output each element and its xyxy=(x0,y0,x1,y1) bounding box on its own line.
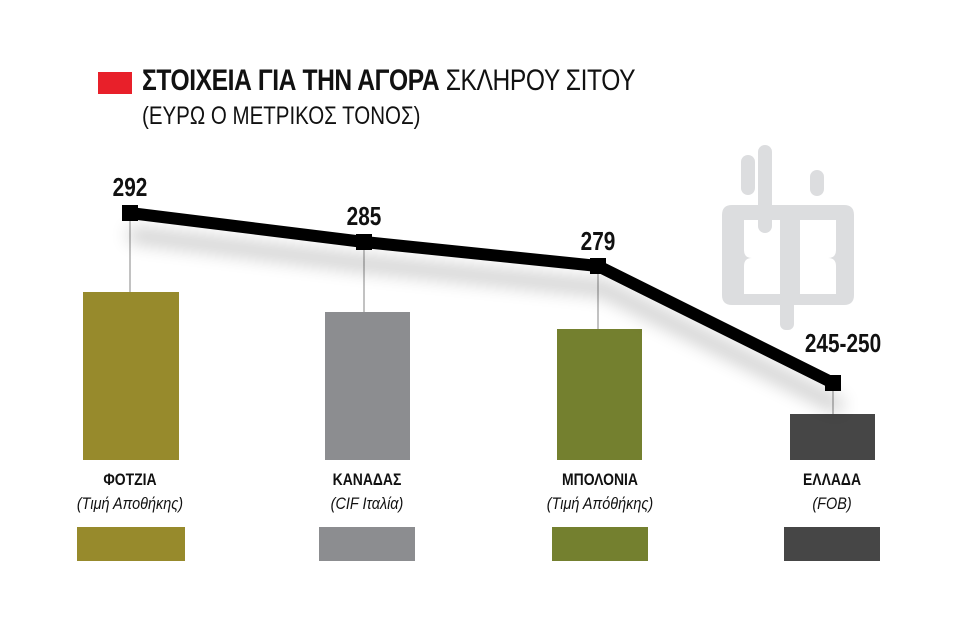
price-line xyxy=(124,207,839,389)
category-note: (Τιμή Απόθήκης) xyxy=(546,494,654,513)
category-mpolonia: ΜΠΟΛΟΝΙΑ (Τιμή Απόθήκης) xyxy=(500,470,700,514)
bar-mpolonia xyxy=(557,329,642,460)
category-name: ΚΑΝΑΔΑΣ xyxy=(332,470,402,489)
title-light: ΣΚΛΗΡΟΥ ΣΙΤΟΥ xyxy=(445,64,636,97)
category-note: (FOB) xyxy=(812,494,852,513)
value-label-fotzia: 292 xyxy=(112,172,148,202)
category-note: (Τιμή Αποθήκης) xyxy=(76,494,184,513)
title-bold: ΣΤΟΙΧΕΙΑ ΓΙΑ ΤΗΝ ΑΓΟΡΑ xyxy=(142,64,440,97)
swatch-mpolonia xyxy=(552,527,648,561)
bar-fotzia xyxy=(83,292,179,460)
bar-ellada xyxy=(790,414,875,460)
category-fotzia: ΦΟΤΖΙΑ (Τιμή Αποθήκης) xyxy=(30,470,230,514)
wheat-icon xyxy=(722,145,854,330)
line-markers xyxy=(122,205,841,391)
chart-title: ΣΤΟΙΧΕΙΑ ΓΙΑ ΤΗΝ ΑΓΟΡΑ ΣΚΛΗΡΟΥ ΣΙΤΟΥ xyxy=(142,64,636,98)
bar-kanadas xyxy=(325,312,410,460)
category-name: ΦΟΤΖΙΑ xyxy=(103,470,157,489)
chart-subtitle: (ΕΥΡΩ Ο ΜΕΤΡΙΚΟΣ ΤΟΝΟΣ) xyxy=(142,102,421,130)
category-ellada: ΕΛΛΑΔΑ (FOB) xyxy=(732,470,932,514)
category-name: ΜΠΟΛΟΝΙΑ xyxy=(562,470,638,489)
value-label-ellada: 245-250 xyxy=(804,328,882,358)
swatch-fotzia xyxy=(77,527,185,561)
value-label-kanadas: 285 xyxy=(346,201,382,231)
swatch-kanadas xyxy=(319,527,415,561)
category-name: ΕΛΛΑΔΑ xyxy=(802,470,862,489)
category-note: (CIF Ιταλία) xyxy=(330,494,404,513)
swatch-ellada xyxy=(784,527,880,561)
title-accent-square xyxy=(98,72,132,94)
category-kanadas: ΚΑΝΑΔΑΣ (CIF Ιταλία) xyxy=(267,470,467,514)
value-label-mpolonia: 279 xyxy=(580,226,616,256)
